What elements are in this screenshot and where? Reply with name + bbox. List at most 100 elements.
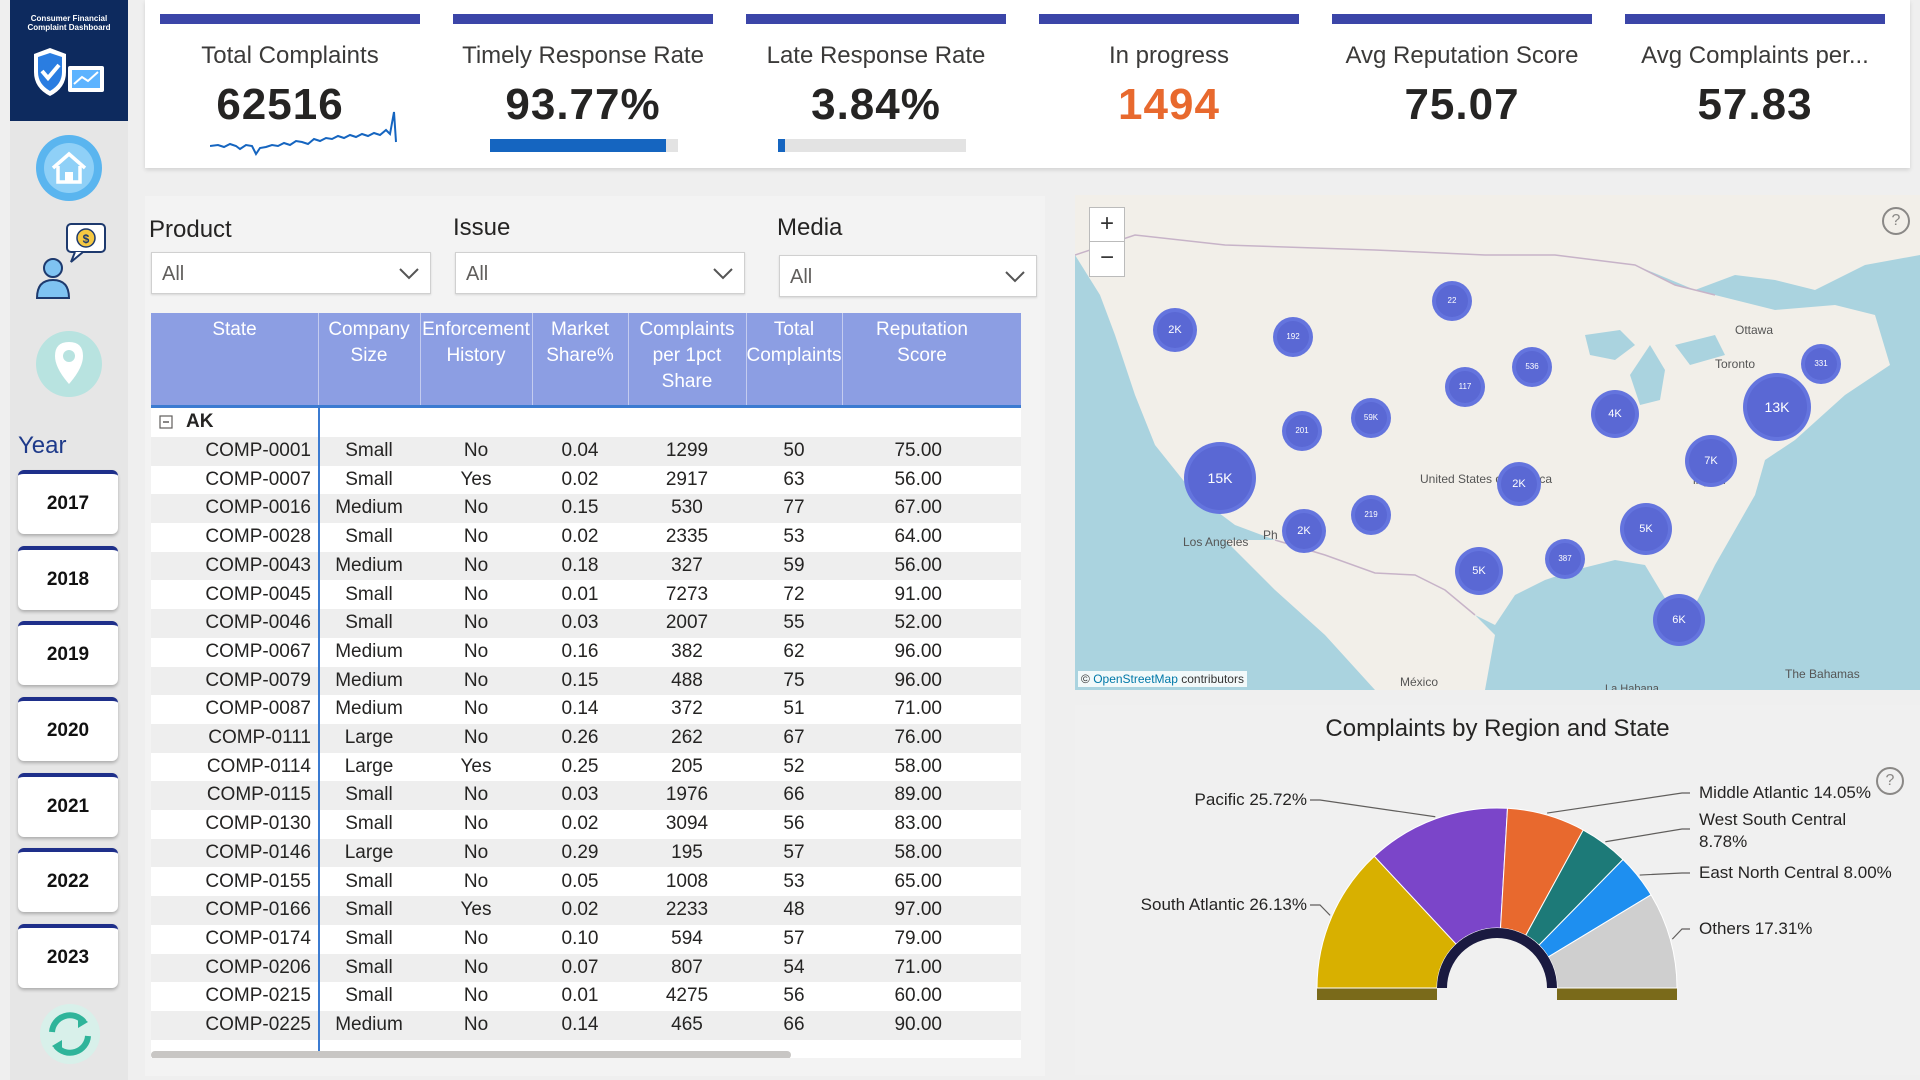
complaints-map[interactable]: Ottawa Toronto United States of America Los… <box>1075 195 1920 690</box>
table-row[interactable]: COMP-0028 Small No 0.02 2335 53 64.00 <box>151 523 1021 552</box>
table-row[interactable]: COMP-0043 Medium No 0.18 327 59 56.00 <box>151 551 1021 581</box>
table-cell: COMP-0130 <box>205 813 311 835</box>
zoom-in-button[interactable]: + <box>1089 207 1125 243</box>
map-cluster-bubble[interactable]: 5K <box>1620 503 1672 555</box>
column-header[interactable]: Enforcement History <box>420 317 532 369</box>
table-cell: 57 <box>783 841 805 863</box>
zoom-out-button[interactable]: − <box>1089 241 1125 277</box>
table-cell: 59 <box>783 554 805 576</box>
column-header[interactable]: Complaints per 1pct Share <box>628 317 746 395</box>
table-row[interactable]: COMP-0130 Small No 0.02 3094 56 83.00 <box>151 810 1021 839</box>
table-cell: Yes <box>460 755 492 777</box>
table-row[interactable]: COMP-0225 Medium No 0.14 465 66 90.00 <box>151 1011 1021 1040</box>
home-icon[interactable] <box>33 132 105 204</box>
table-cell: No <box>463 985 489 1007</box>
map-cluster-bubble[interactable]: 13K <box>1743 373 1811 441</box>
map-cluster-bubble[interactable]: 7K <box>1685 435 1737 487</box>
map-cluster-bubble[interactable]: 2K <box>1153 308 1197 352</box>
year-button-2020[interactable]: 2020 <box>18 697 118 761</box>
table-cell: No <box>463 956 489 978</box>
product-filter-dropdown[interactable]: All <box>151 252 431 294</box>
year-button-2021[interactable]: 2021 <box>18 773 118 837</box>
table-row[interactable]: COMP-0079 Medium No 0.15 488 75 96.00 <box>151 666 1021 696</box>
map-cluster-bubble[interactable]: 192 <box>1273 317 1313 357</box>
column-header[interactable]: Total Complaints <box>746 317 842 369</box>
map-cluster-bubble[interactable]: 15K <box>1184 442 1256 514</box>
table-cell: 83.00 <box>894 813 942 835</box>
column-header[interactable]: Reputation Score <box>842 317 1002 369</box>
table-row[interactable]: COMP-0146 Large No 0.29 195 57 58.00 <box>151 838 1021 868</box>
map-place-label: Ph <box>1263 528 1278 542</box>
table-row[interactable]: COMP-0215 Small No 0.01 4275 56 60.00 <box>151 982 1021 1011</box>
column-header[interactable]: State <box>151 317 318 343</box>
kpi-label: Late Response Rate <box>766 42 986 69</box>
map-cluster-bubble[interactable]: 219 <box>1351 495 1391 535</box>
table-row[interactable]: COMP-0206 Small No 0.07 807 54 71.00 <box>151 953 1021 983</box>
table-cell: 58.00 <box>894 755 942 777</box>
year-button-2017[interactable]: 2017 <box>18 470 118 534</box>
map-cluster-bubble[interactable]: 4K <box>1591 390 1639 438</box>
table-row[interactable]: COMP-0087 Medium No 0.14 372 51 71.00 <box>151 695 1021 724</box>
issue-filter-dropdown[interactable]: All <box>455 252 745 294</box>
table-row[interactable]: COMP-0067 Medium No 0.16 382 62 96.00 <box>151 638 1021 667</box>
chevron-down-icon <box>399 268 419 280</box>
map-cluster-bubble[interactable]: 2K <box>1497 462 1541 506</box>
column-header-line: Share <box>661 371 713 392</box>
map-cluster-bubble[interactable]: 2K <box>1282 509 1326 553</box>
table-cell: 807 <box>671 956 703 978</box>
table-group-row[interactable]: AK <box>151 408 1021 436</box>
chart-help-icon[interactable]: ? <box>1876 767 1904 795</box>
map-cluster-bubble[interactable]: 59K <box>1351 398 1391 438</box>
map-cluster-bubble[interactable]: 387 <box>1545 539 1585 579</box>
year-button-2019[interactable]: 2019 <box>18 621 118 685</box>
openstreetmap-link[interactable]: OpenStreetMap <box>1093 672 1178 686</box>
table-horizontal-scrollbar[interactable] <box>151 1051 791 1058</box>
media-filter-dropdown[interactable]: All <box>779 255 1037 297</box>
table-cell: COMP-0155 <box>205 870 311 892</box>
table-row[interactable]: COMP-0166 Small Yes 0.02 2233 48 97.00 <box>151 896 1021 925</box>
table-row[interactable]: COMP-0155 Small No 0.05 1008 53 65.00 <box>151 868 1021 897</box>
table-cell: COMP-0111 <box>208 727 311 748</box>
table-row[interactable]: COMP-0115 Small No 0.03 1976 66 89.00 <box>151 781 1021 811</box>
table-row[interactable]: COMP-0174 Small No 0.10 594 57 79.00 <box>151 925 1021 954</box>
table-row[interactable]: COMP-0046 Small No 0.03 2007 55 52.00 <box>151 609 1021 638</box>
table-cell: COMP-0114 <box>206 755 311 777</box>
table-cell: 262 <box>671 727 703 748</box>
table-row[interactable]: COMP-0045 Small No 0.01 7273 72 91.00 <box>151 581 1021 610</box>
map-cluster-bubble[interactable]: 117 <box>1445 367 1485 407</box>
customer-support-icon[interactable]: $ <box>33 222 106 299</box>
column-header[interactable]: Company Size <box>318 317 420 369</box>
table-cell: 530 <box>671 497 703 519</box>
map-pin-icon[interactable] <box>33 328 105 400</box>
table-row[interactable]: COMP-0114 Large Yes 0.25 205 52 58.00 <box>151 753 1021 782</box>
table-cell: COMP-0146 <box>205 841 311 863</box>
map-cluster-bubble[interactable]: 5K <box>1455 547 1503 595</box>
year-button-2018[interactable]: 2018 <box>18 546 118 610</box>
table-cell: 0.02 <box>561 899 599 921</box>
table-header: State Company Size Enforcement History Market… <box>151 313 1021 408</box>
media-filter-label: Media <box>777 214 843 241</box>
table-row[interactable]: COMP-0007 Small Yes 0.02 2917 63 56.00 <box>151 466 1021 495</box>
map-cluster-bubble[interactable]: 331 <box>1801 344 1841 384</box>
map-help-icon[interactable]: ? <box>1882 207 1910 235</box>
refresh-icon[interactable] <box>38 1002 102 1066</box>
map-cluster-bubble[interactable]: 536 <box>1512 347 1552 387</box>
table-cell: 51 <box>783 698 805 720</box>
table-row[interactable]: COMP-0111 Large No 0.26 262 67 76.00 <box>151 724 1021 753</box>
map-cluster-bubble[interactable]: 201 <box>1282 411 1322 451</box>
table-cell: 60.00 <box>894 985 942 1007</box>
year-button-2022[interactable]: 2022 <box>18 848 118 912</box>
map-cluster-bubble[interactable]: 22 <box>1432 281 1472 321</box>
year-button-2023[interactable]: 2023 <box>18 924 118 988</box>
map-cluster-bubble[interactable]: 6K <box>1653 594 1705 646</box>
table-cell: 96.00 <box>894 669 942 691</box>
collapse-icon[interactable] <box>159 415 173 429</box>
table-row[interactable]: COMP-0016 Medium No 0.15 530 77 67.00 <box>151 494 1021 524</box>
column-header-line: Complaints <box>639 319 735 340</box>
table-cell: COMP-0087 <box>205 698 311 720</box>
header-separator <box>746 313 747 405</box>
table-cell: COMP-0166 <box>205 899 311 921</box>
column-header[interactable]: Market Share% <box>532 317 628 369</box>
table-row[interactable]: COMP-0001 Small No 0.04 1299 50 75.00 <box>151 437 1021 466</box>
table-cell: COMP-0046 <box>205 612 311 634</box>
